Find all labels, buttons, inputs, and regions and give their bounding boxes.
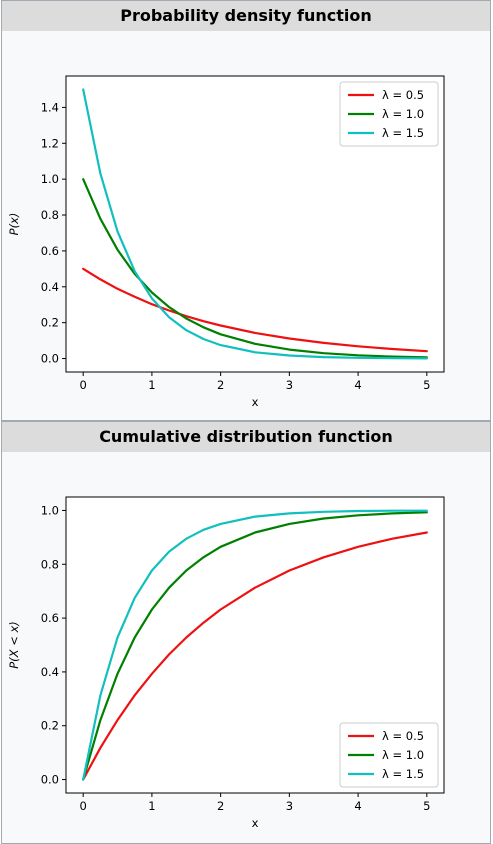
pdf-chart: 0 1 2 3 4 5 0.0 0.2 0.4 0.6 0.8 1.0 1.2 1.4 x P(x) λ = 0… bbox=[7, 75, 445, 409]
y-tick-label: 0.4 bbox=[41, 665, 59, 679]
y-tick-label: 0.0 bbox=[41, 773, 59, 787]
cdf-chart: 0 1 2 3 4 5 0.0 0.2 0.4 0.6 0.8 1.0 x P(X < x) λ = 0.5… bbox=[7, 496, 445, 830]
legend: λ = 0.5 λ = 1.0 λ = 1.5 bbox=[339, 81, 439, 147]
x-tick-label: 0 bbox=[80, 378, 87, 392]
y-tick-label: 0.8 bbox=[41, 557, 59, 571]
y-tick-label: 1.4 bbox=[41, 100, 59, 114]
x-tick-label: 0 bbox=[80, 799, 87, 813]
x-tick-label: 1 bbox=[148, 799, 155, 813]
pdf-panel: Probability density function 0 1 2 3 4 5 0.0 0.… bbox=[1, 0, 491, 421]
legend-label: λ = 1.0 bbox=[382, 107, 424, 121]
y-axis-label: P(x) bbox=[7, 213, 21, 236]
y-tick-label: 1.2 bbox=[41, 136, 59, 150]
y-tick-label: 0.0 bbox=[41, 352, 59, 366]
series-line-2 bbox=[82, 509, 428, 781]
pdf-panel-title: Probability density function bbox=[2, 1, 490, 31]
y-tick-label: 1.0 bbox=[41, 172, 59, 186]
x-tick-label: 2 bbox=[217, 378, 224, 392]
x-tick-label: 4 bbox=[354, 378, 361, 392]
legend-label: λ = 0.5 bbox=[382, 729, 424, 743]
y-tick-label: 0.2 bbox=[41, 719, 59, 733]
series-line-0 bbox=[82, 531, 428, 781]
cdf-panel-title: Cumulative distribution function bbox=[2, 422, 490, 452]
x-tick-label: 3 bbox=[286, 799, 293, 813]
y-axis-label: P(X < x) bbox=[7, 621, 21, 669]
series-line-2 bbox=[82, 88, 428, 360]
series-line-0 bbox=[82, 267, 428, 353]
x-tick-label: 2 bbox=[217, 799, 224, 813]
series-line-1 bbox=[82, 178, 428, 359]
legend-label: λ = 1.0 bbox=[382, 748, 424, 762]
y-tick-label: 0.2 bbox=[41, 316, 59, 330]
legend-label: λ = 0.5 bbox=[382, 88, 424, 102]
y-tick-label: 0.6 bbox=[41, 611, 59, 625]
x-axis-label: x bbox=[252, 395, 259, 409]
x-tick-label: 4 bbox=[354, 799, 361, 813]
legend-box bbox=[339, 722, 439, 788]
x-tick-label: 1 bbox=[148, 378, 155, 392]
legend-label: λ = 1.5 bbox=[382, 767, 424, 781]
x-tick-label: 5 bbox=[423, 799, 430, 813]
legend-label: λ = 1.5 bbox=[382, 126, 424, 140]
y-tick-label: 0.4 bbox=[41, 280, 59, 294]
y-tick-label: 0.8 bbox=[41, 208, 59, 222]
y-tick-label: 0.6 bbox=[41, 244, 59, 258]
series-line-1 bbox=[82, 511, 428, 781]
x-tick-label: 3 bbox=[286, 378, 293, 392]
y-tick-label: 1.0 bbox=[41, 503, 59, 517]
legend: λ = 0.5 λ = 1.0 λ = 1.5 bbox=[339, 722, 439, 788]
x-axis-label: x bbox=[252, 816, 259, 830]
x-tick-label: 5 bbox=[423, 378, 430, 392]
legend-box bbox=[339, 81, 439, 147]
